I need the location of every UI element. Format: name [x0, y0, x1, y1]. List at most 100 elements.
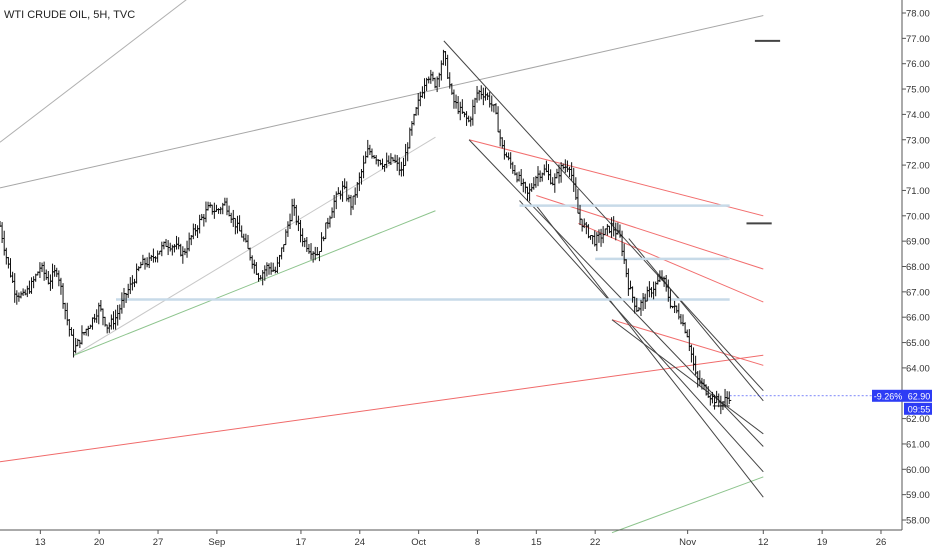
ohlc-bar [267, 263, 272, 275]
ohlc-bar [340, 181, 345, 202]
ohlc-bar [71, 328, 76, 358]
trendline [536, 195, 764, 270]
y-tick-label: 67.00 [906, 287, 930, 298]
ohlc-bar [164, 238, 169, 248]
ohlc-bar [117, 304, 122, 320]
ohlc-bar [361, 155, 366, 179]
ohlc-bar [191, 223, 196, 240]
ohlc-bar [727, 391, 732, 405]
ohlc-bar [235, 215, 240, 234]
x-tick-label: 12 [758, 537, 769, 548]
ohlc-bar [172, 244, 177, 253]
ohlc-bar [128, 277, 133, 295]
ohlc-bar [401, 157, 406, 177]
ohlc-bar [689, 344, 694, 363]
ohlc-bar [454, 94, 459, 109]
x-tick-label: 17 [296, 537, 307, 548]
chart-title: WTI CRUDE OIL, 5H, TVC [4, 9, 135, 21]
ohlc-bar [527, 183, 532, 202]
ohlc-bar [90, 317, 95, 330]
ohlc-bar [683, 322, 688, 334]
y-tick-label: 64.00 [906, 363, 930, 374]
ohlc-bar [290, 198, 295, 222]
ohlc-bar [50, 263, 55, 289]
ohlc-bar [659, 270, 664, 281]
ohlc-bar [573, 177, 578, 200]
ohlc-bar [147, 252, 152, 269]
ohlc-bar [571, 167, 576, 192]
ohlc-bar [281, 244, 286, 252]
ohlc-bar [54, 267, 59, 278]
trendline [73, 210, 436, 356]
ohlc-bar [180, 246, 185, 264]
ohlc-bar [193, 224, 198, 236]
ohlc-bar [304, 237, 309, 252]
countdown-label: 09:55 [908, 404, 931, 414]
ohlc-bar [12, 273, 17, 303]
ohlc-bar [4, 247, 9, 265]
ohlc-bar [79, 325, 84, 345]
ohlc-bar [493, 103, 498, 115]
ohlc-bar [187, 232, 192, 252]
ohlc-bar [479, 85, 484, 100]
ohlc-bar [451, 89, 456, 109]
ohlc-bar [439, 60, 444, 81]
trendline [0, 0, 187, 143]
ohlc-bar [37, 262, 42, 279]
ohlc-bar [42, 261, 47, 281]
ohlc-bar [418, 91, 423, 107]
ohlc-bar [611, 216, 616, 237]
ohlc-bar [86, 325, 91, 337]
y-tick-label: 73.00 [906, 135, 930, 146]
ohlc-bar [151, 248, 156, 263]
y-tick-label: 65.00 [906, 338, 930, 349]
ohlc-bar [506, 152, 511, 161]
ohlc-bar [100, 308, 105, 326]
y-tick-label: 78.00 [906, 9, 930, 20]
y-tick-label: 72.00 [906, 161, 930, 172]
ohlc-bar [46, 270, 51, 285]
ohlc-bar [67, 319, 72, 337]
ohlc-bar [252, 259, 257, 274]
ohlc-bar [229, 212, 234, 224]
trendline [73, 136, 436, 356]
ohlc-bar [445, 54, 450, 79]
ohlc-bar [155, 250, 160, 263]
ohlc-bar [641, 293, 646, 311]
last-price-badge [904, 389, 932, 402]
trendline [628, 238, 764, 402]
ohlc-bar [277, 254, 282, 268]
ohlc-bar [288, 213, 293, 230]
ohlc-bar [355, 181, 360, 198]
ohlc-bar [109, 314, 114, 330]
trendline [578, 222, 764, 303]
ohlc-bar [363, 151, 368, 164]
trendline [468, 139, 764, 217]
ohlc-bar [681, 314, 686, 327]
ohlc-bar [626, 268, 631, 296]
trendline [519, 200, 764, 473]
ohlc-bar [159, 241, 164, 257]
trendline [611, 319, 764, 435]
x-tick-label: 22 [590, 537, 601, 548]
ohlc-bar [468, 116, 473, 127]
ohlc-bar [426, 76, 431, 84]
ohlc-bar [44, 269, 49, 280]
ohlc-bar [718, 395, 723, 415]
ohlc-bar [273, 266, 278, 274]
y-tick-label: 60.00 [906, 465, 930, 476]
ohlc-bar [92, 313, 97, 323]
ohlc-bar [56, 270, 61, 287]
x-tick-label: 24 [355, 537, 366, 548]
ohlc-bar [40, 262, 45, 273]
ohlc-bar [567, 166, 572, 178]
countdown-badge [904, 402, 932, 415]
x-tick-label: 27 [153, 537, 164, 548]
ohlc-bar [378, 159, 383, 166]
ohlc-bar [346, 194, 351, 203]
ohlc-bar [182, 248, 187, 256]
ohlc-bar [351, 195, 356, 210]
